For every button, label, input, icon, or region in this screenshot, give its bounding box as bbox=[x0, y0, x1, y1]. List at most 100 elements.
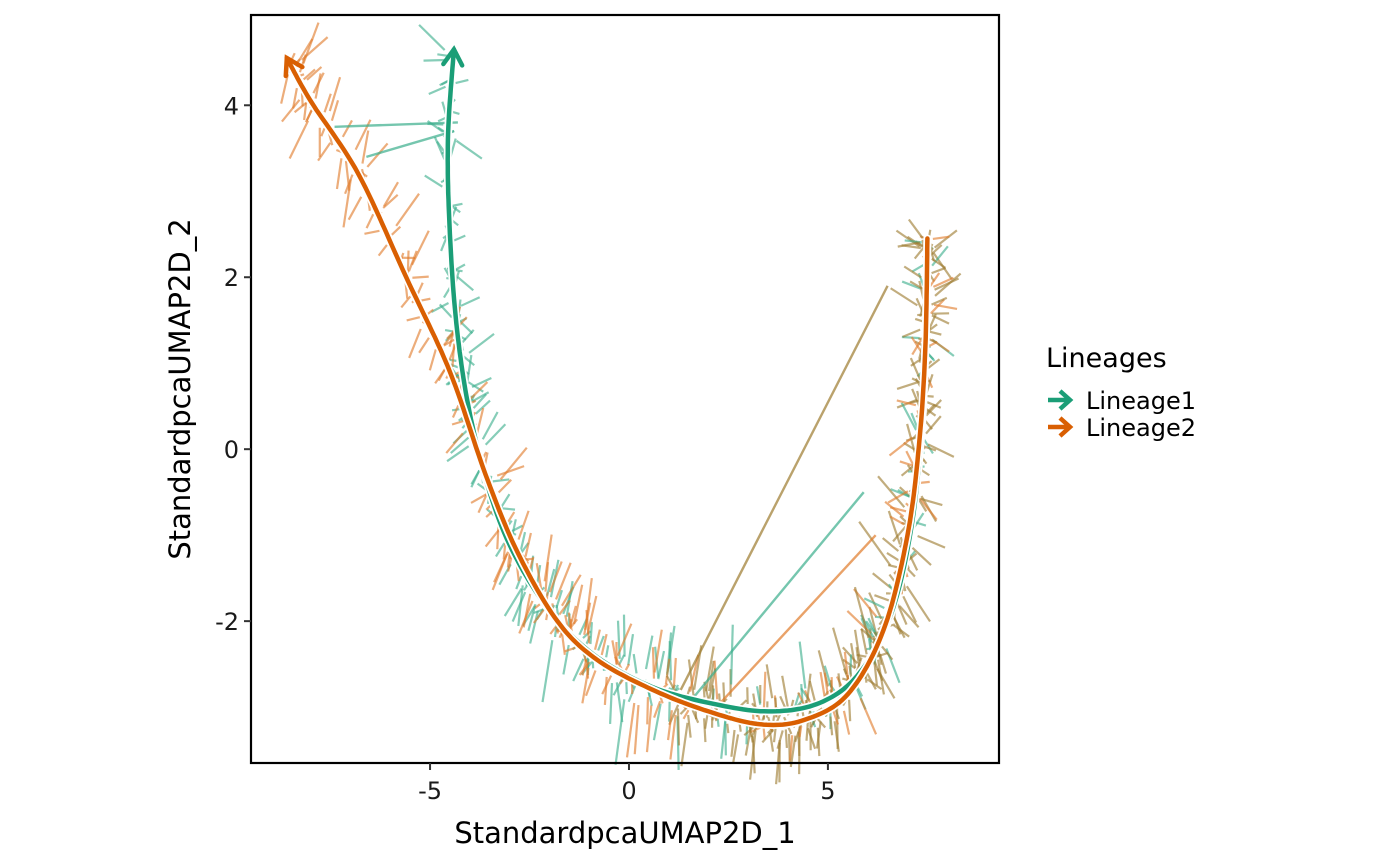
y-tick-label: -2 bbox=[215, 608, 239, 636]
axes: -5 0 5 -2 0 2 4 bbox=[215, 92, 835, 805]
cell-projection-segment bbox=[748, 726, 754, 743]
cell-projection-segment bbox=[755, 686, 762, 705]
cell-projection-segment bbox=[888, 436, 914, 457]
cell-projection-segment bbox=[932, 235, 950, 241]
cell-projection-segment bbox=[601, 675, 613, 695]
cell-projection-segment bbox=[438, 303, 453, 319]
cell-projection-segment bbox=[931, 296, 948, 306]
cell-projection-segment bbox=[383, 181, 399, 207]
cell-projection-segment bbox=[603, 676, 608, 706]
cell-projection-segment bbox=[816, 727, 821, 757]
cell-projection-segment bbox=[853, 586, 870, 639]
cell-projection-segment bbox=[905, 450, 915, 467]
cell-projection-segment bbox=[406, 316, 421, 322]
cell-projection-segment bbox=[428, 85, 446, 96]
cell-projection-segment bbox=[666, 710, 673, 741]
cell-projection-segment bbox=[732, 734, 740, 764]
cell-projection-segment bbox=[858, 521, 892, 567]
cell-projection-segment bbox=[535, 562, 543, 591]
cell-projection-segment bbox=[451, 404, 460, 418]
cell-projection-segment bbox=[847, 699, 852, 722]
cell-projection-segment bbox=[558, 599, 571, 616]
cell-projection-segment bbox=[933, 303, 958, 311]
cell-projection-segment bbox=[406, 250, 410, 274]
cell-projection-segment bbox=[461, 329, 475, 343]
cell-projection-segment bbox=[855, 647, 861, 669]
cell-projection-segment bbox=[913, 246, 926, 260]
cell-projection-segment bbox=[305, 109, 313, 122]
cell-projection-segment bbox=[453, 234, 466, 242]
cell-projection-segment bbox=[886, 552, 901, 563]
cell-projection-segment bbox=[564, 646, 576, 653]
cell-projection-segment bbox=[328, 76, 342, 112]
cell-projection-segment bbox=[546, 568, 556, 596]
cell-projection-segment bbox=[303, 102, 308, 121]
cell-projection-segment bbox=[832, 710, 840, 725]
cell-projection-segment bbox=[589, 622, 593, 645]
cell-projection-segment bbox=[651, 647, 656, 679]
cell-projection-segment bbox=[468, 381, 489, 401]
cell-projection-segment bbox=[443, 338, 455, 347]
cell-projection-segment bbox=[456, 275, 475, 292]
cell-projection-segment bbox=[872, 572, 892, 589]
cell-projection-segment bbox=[669, 714, 677, 760]
cell-projection-segment bbox=[881, 645, 894, 661]
arrow-right-icon bbox=[1048, 389, 1074, 411]
cell-projection-segment bbox=[495, 542, 506, 558]
cell-projection-segment bbox=[933, 229, 958, 249]
cell-projection-segment bbox=[890, 287, 918, 307]
cell-projection-segment bbox=[924, 403, 936, 415]
cell-projection-segment bbox=[462, 355, 475, 367]
cell-projection-segment bbox=[323, 93, 332, 113]
cell-projection-segment bbox=[507, 511, 516, 523]
cell-projection-segment bbox=[625, 702, 636, 758]
x-tick-label: 0 bbox=[621, 777, 636, 805]
cell-projection-segment bbox=[433, 136, 446, 160]
cell-projection-segment bbox=[761, 729, 775, 744]
cell-projection-segment bbox=[664, 658, 671, 685]
cell-projection-segment bbox=[496, 465, 525, 477]
cell-projection-segment bbox=[930, 244, 943, 256]
cell-projection-segment bbox=[652, 703, 662, 741]
cell-projection-segment bbox=[902, 328, 921, 338]
cell-projection-segment bbox=[288, 120, 310, 159]
cell-projection-segment bbox=[911, 388, 921, 407]
cell-projection-segment bbox=[769, 732, 775, 752]
cell-projection-segment bbox=[688, 654, 700, 692]
cell-projection-segment bbox=[302, 68, 316, 81]
cell-projection-segment bbox=[832, 627, 848, 675]
legend: Lineages Lineage1 Lineage2 bbox=[1046, 343, 1196, 442]
cell-projection-segment bbox=[446, 445, 470, 463]
cell-projection-segment bbox=[672, 657, 677, 688]
cell-projection-segment bbox=[909, 357, 922, 381]
cell-projection-segment bbox=[443, 331, 456, 346]
cell-projection-segment bbox=[293, 102, 307, 114]
cell-projection-segment bbox=[300, 93, 304, 107]
cell-projection-segment bbox=[578, 661, 591, 676]
cell-projection-segment bbox=[925, 399, 943, 417]
cell-projection-segment bbox=[614, 699, 626, 765]
cell-projection-segment bbox=[418, 337, 430, 354]
legend-label-lineage1: Lineage1 bbox=[1086, 387, 1196, 415]
cell-projection-segment bbox=[407, 250, 418, 272]
cell-projection-segment bbox=[878, 653, 888, 674]
cell-projection-segment bbox=[898, 605, 920, 628]
cell-projection-segment bbox=[762, 727, 766, 740]
cell-projection-segment bbox=[726, 723, 730, 734]
cell-projection-segment bbox=[676, 708, 681, 746]
cell-projection-segment bbox=[863, 597, 885, 609]
cell-projection-segment bbox=[704, 646, 715, 692]
x-tick-label: 5 bbox=[820, 777, 835, 805]
cell-projection-segment bbox=[877, 475, 906, 508]
cell-projection-segment bbox=[466, 354, 473, 384]
cell-projection-segment bbox=[434, 369, 446, 384]
cell-projection-segment bbox=[920, 497, 943, 507]
cell-projection-segment bbox=[765, 664, 774, 699]
cell-projection-segment bbox=[280, 74, 289, 104]
cell-projection-segment bbox=[829, 716, 834, 736]
cell-projection-segment bbox=[889, 506, 907, 513]
lineage-curves bbox=[282, 45, 932, 730]
cell-projection-segment bbox=[455, 78, 469, 85]
cell-projection-segment bbox=[923, 445, 937, 452]
cell-projection-segment bbox=[645, 705, 653, 753]
